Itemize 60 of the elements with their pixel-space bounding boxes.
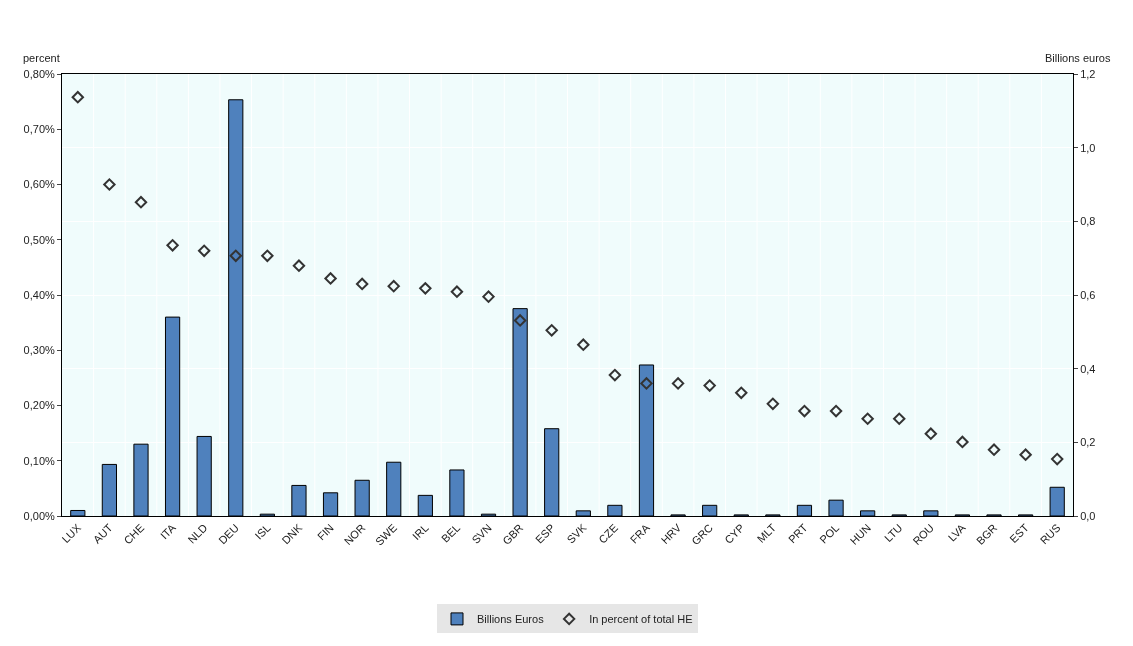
point	[261, 249, 274, 262]
x-tick-label: LTU	[881, 521, 905, 545]
y2-tick-label: 0,6	[1080, 288, 1096, 301]
x-tick-label: FIN	[314, 521, 336, 543]
point	[229, 249, 242, 262]
point	[640, 377, 653, 390]
point	[829, 404, 843, 418]
point	[1019, 448, 1032, 461]
y-tick-label: 0,10%	[23, 454, 56, 467]
point	[893, 412, 906, 425]
x-tick-label: BEL	[439, 521, 463, 545]
point	[324, 272, 337, 285]
point	[703, 379, 716, 392]
x-tick-label: ITA	[157, 521, 179, 542]
x-tick-label: LVA	[945, 521, 969, 544]
point	[577, 338, 590, 351]
y-tick-label: 0,20%	[23, 399, 56, 412]
point	[608, 368, 622, 382]
x-tick-label: ISL	[252, 521, 273, 542]
y-tick-label: 0,60%	[23, 178, 56, 191]
y2-tick-label: 0,0	[1080, 509, 1096, 522]
y2-tick-label: 0,4	[1080, 362, 1096, 375]
y2-tick-label: 1,0	[1080, 141, 1096, 154]
y-tick-label: 0,80%	[23, 67, 56, 80]
point	[766, 397, 780, 411]
point	[197, 244, 211, 257]
y-tick-label: 0,70%	[23, 123, 56, 136]
point	[1051, 452, 1064, 466]
y-tick-label: 0,50%	[23, 233, 56, 246]
point	[166, 239, 179, 252]
point	[956, 435, 969, 449]
point	[71, 91, 84, 104]
y-tick-label: 0,40%	[23, 288, 56, 301]
point	[513, 314, 527, 327]
point	[103, 178, 116, 191]
point	[798, 404, 811, 418]
x-tick-label: IRL	[410, 521, 431, 543]
y-axis-title: percent	[23, 52, 60, 64]
point	[482, 290, 495, 303]
legend-label: In percent of total HE	[589, 613, 693, 626]
point	[355, 277, 369, 291]
y2-tick-label: 1,2	[1080, 67, 1096, 80]
point	[545, 324, 558, 337]
point	[861, 412, 874, 425]
point	[387, 279, 400, 293]
y2-axis-title: Billions euros	[1045, 52, 1111, 64]
point	[292, 259, 306, 272]
point	[924, 427, 938, 440]
legend-label: Billions Euros	[477, 613, 545, 626]
point	[450, 285, 464, 298]
point	[735, 386, 748, 399]
point	[419, 282, 432, 295]
point	[987, 443, 1001, 456]
point	[134, 195, 148, 209]
y2-tick-label: 0,8	[1080, 215, 1096, 228]
y-tick-label: 0,30%	[23, 344, 56, 357]
point	[671, 377, 685, 390]
x-tick-label: POL	[817, 521, 842, 546]
y2-tick-label: 0,2	[1080, 436, 1096, 449]
y-tick-label: 0,00%	[23, 509, 56, 522]
